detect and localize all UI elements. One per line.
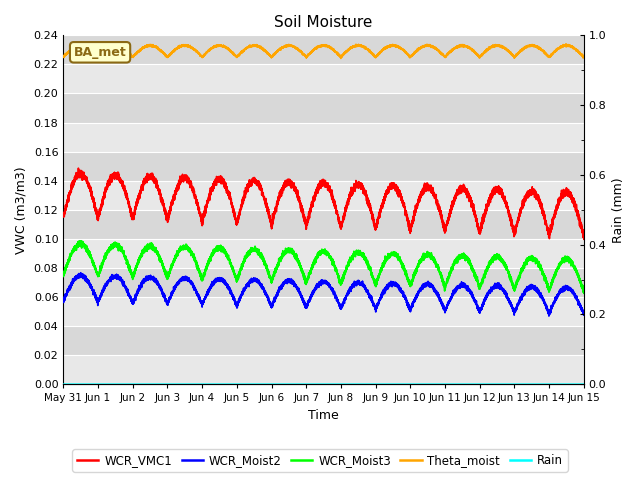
- Bar: [63, 152, 584, 180]
- Title: Soil Moisture: Soil Moisture: [275, 15, 372, 30]
- X-axis label: Time: Time: [308, 409, 339, 422]
- Text: BA_met: BA_met: [74, 46, 127, 59]
- Legend: WCR_VMC1, WCR_Moist2, WCR_Moist3, Theta_moist, Rain: WCR_VMC1, WCR_Moist2, WCR_Moist3, Theta_…: [72, 449, 568, 472]
- Bar: [63, 297, 584, 326]
- Bar: [63, 239, 584, 268]
- Y-axis label: VWC (m3/m3): VWC (m3/m3): [15, 166, 28, 253]
- Bar: [63, 210, 584, 239]
- Bar: [63, 180, 584, 210]
- Bar: [63, 64, 584, 94]
- Y-axis label: Rain (mm): Rain (mm): [612, 177, 625, 242]
- Bar: [63, 268, 584, 297]
- Bar: [63, 94, 584, 122]
- Bar: [63, 326, 584, 355]
- Bar: [63, 355, 584, 384]
- Bar: [63, 122, 584, 152]
- Bar: [63, 36, 584, 64]
